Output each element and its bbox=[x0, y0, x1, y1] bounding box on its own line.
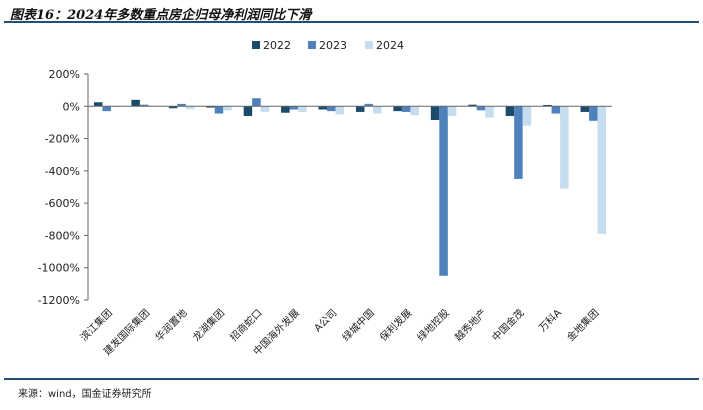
bar-2022 bbox=[281, 106, 290, 113]
bar-2024 bbox=[372, 106, 382, 114]
bar-2024 bbox=[410, 106, 419, 116]
bar-2023 bbox=[439, 106, 448, 276]
bar-2024 bbox=[335, 106, 345, 115]
bar-2022 bbox=[580, 106, 590, 112]
bar-2023 bbox=[514, 106, 523, 179]
bar-2023 bbox=[476, 106, 486, 111]
bar-2024 bbox=[485, 106, 494, 118]
bar-2023 bbox=[214, 106, 224, 114]
bar-2022 bbox=[430, 106, 440, 121]
bar-2023 bbox=[177, 103, 186, 107]
y-tick-label: 200% bbox=[49, 68, 80, 81]
bar-2024 bbox=[447, 106, 457, 116]
x-category-label: 绿地控股 bbox=[414, 306, 451, 343]
x-category-label: 绿城中国 bbox=[339, 306, 376, 343]
bar-2024 bbox=[522, 106, 532, 126]
bar-2022 bbox=[131, 99, 140, 107]
x-category-label: 保利发展 bbox=[377, 306, 414, 343]
bar-2023 bbox=[551, 106, 561, 114]
y-tick-label: 0% bbox=[63, 100, 80, 113]
x-category-label: 金地集团 bbox=[564, 306, 601, 343]
y-tick-label: -600% bbox=[45, 197, 80, 210]
source-note: 来源：wind，国金证券研究所 bbox=[18, 389, 152, 400]
bar-2024 bbox=[223, 106, 232, 111]
bar-2024 bbox=[185, 106, 195, 110]
x-category-label: 滨江集团 bbox=[77, 306, 114, 343]
bar-2024 bbox=[260, 106, 270, 112]
y-tick-label: -800% bbox=[45, 229, 80, 242]
legend-label: 2023 bbox=[319, 39, 347, 52]
y-tick-label: -400% bbox=[45, 165, 80, 178]
x-category-label: 招商蛇口 bbox=[227, 306, 264, 343]
bar-2022 bbox=[243, 106, 253, 116]
bottom-rule bbox=[4, 378, 699, 380]
bar-2022 bbox=[355, 106, 365, 112]
bar-2023 bbox=[252, 98, 261, 107]
legend-swatch-2022 bbox=[252, 41, 260, 49]
y-tick-label: -1200% bbox=[38, 294, 80, 307]
bar-2023 bbox=[327, 106, 336, 112]
bar-2024 bbox=[298, 106, 307, 112]
legend-label: 2024 bbox=[376, 39, 404, 52]
bar-2023 bbox=[364, 103, 373, 107]
bar-2023 bbox=[139, 104, 149, 107]
bar-2022 bbox=[468, 104, 477, 107]
legend-label: 2022 bbox=[263, 39, 291, 52]
x-category-label: 中国金茂 bbox=[489, 306, 526, 343]
bar-2022 bbox=[393, 106, 402, 112]
bar-2022 bbox=[505, 106, 515, 116]
figure-title: 图表16：2024年多数重点房企归母净利润同比下滑 bbox=[10, 8, 312, 23]
y-tick-label: -200% bbox=[45, 133, 80, 146]
legend-swatch-2023 bbox=[308, 41, 316, 49]
bar-2022 bbox=[206, 106, 215, 108]
bar-2022 bbox=[543, 104, 552, 107]
bar-2023 bbox=[589, 106, 598, 121]
x-category-label: A公司 bbox=[313, 308, 340, 335]
legend-swatch-2024 bbox=[365, 41, 373, 49]
x-category-label: 越秀地产 bbox=[452, 306, 489, 343]
bar-2023 bbox=[102, 106, 111, 112]
bar-2024 bbox=[597, 106, 607, 234]
bar-2022 bbox=[93, 102, 103, 107]
x-category-label: 龙湖集团 bbox=[190, 306, 227, 343]
bar-2024 bbox=[560, 106, 569, 189]
bar-2022 bbox=[168, 106, 178, 109]
bar-2023 bbox=[401, 106, 411, 112]
top-rule bbox=[4, 21, 699, 23]
bar-2023 bbox=[289, 106, 299, 110]
bar-2022 bbox=[318, 106, 328, 110]
y-tick-label: -1000% bbox=[38, 262, 80, 275]
x-category-label: 万科A bbox=[536, 306, 564, 334]
x-category-label: 华润置地 bbox=[152, 306, 189, 343]
